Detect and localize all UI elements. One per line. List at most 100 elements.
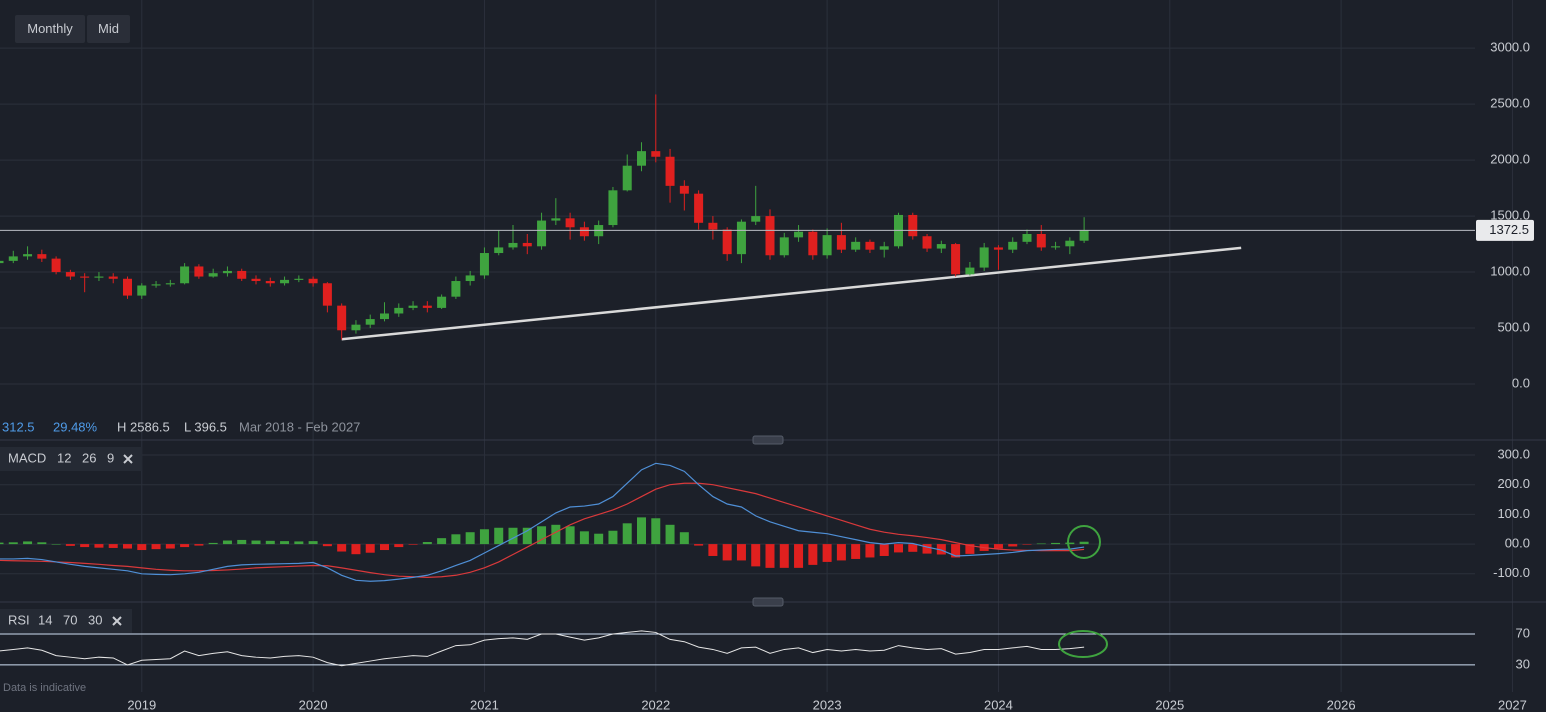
macd-histogram-bar xyxy=(37,542,47,545)
candle-body xyxy=(194,266,204,277)
rsi-line xyxy=(0,630,1085,667)
macd-param: 9 xyxy=(107,450,114,465)
candle-body xyxy=(751,216,761,222)
candle-body xyxy=(565,218,575,228)
macd-histogram-bar xyxy=(551,524,561,545)
macd-histogram-bar xyxy=(1065,542,1075,545)
macd-histogram-bar xyxy=(237,539,247,545)
macd-histogram-bar xyxy=(537,526,547,545)
candle-body xyxy=(922,236,932,249)
macd-histogram-bar xyxy=(579,531,589,545)
candle-body xyxy=(551,218,561,221)
y-tick-label: 200.0 xyxy=(1497,476,1530,491)
rsi-param: 30 xyxy=(88,612,102,627)
candle-body xyxy=(879,246,889,250)
price-type-button[interactable] xyxy=(87,15,130,43)
y-tick-label: 1500.0 xyxy=(1490,208,1530,223)
macd-histogram-bar xyxy=(836,544,846,561)
candle-body xyxy=(137,285,147,296)
period-low: L 396.5 xyxy=(184,419,227,434)
macd-param: 26 xyxy=(82,450,96,465)
x-tick-label: 2025 xyxy=(1155,697,1184,712)
x-tick-label: 2020 xyxy=(299,697,328,712)
candle-body xyxy=(0,260,4,264)
candle-body xyxy=(1022,233,1032,242)
interval-button[interactable] xyxy=(15,15,85,43)
macd-histogram-bar xyxy=(408,544,418,545)
candle-body xyxy=(380,313,389,320)
change-percent: 29.48% xyxy=(53,419,98,434)
footer-note: Data is indicative xyxy=(3,682,86,694)
candle-body xyxy=(779,237,789,256)
candle-body xyxy=(708,222,718,230)
candle-body xyxy=(308,278,318,284)
y-tick-label: 0.0 xyxy=(1512,375,1530,390)
macd-histogram-bar xyxy=(965,544,975,554)
macd-histogram-bar xyxy=(751,544,761,567)
candle-body xyxy=(337,305,347,331)
macd-histogram-bar xyxy=(280,541,290,545)
signal-line xyxy=(0,482,1085,578)
grid-layer xyxy=(0,0,1513,692)
interval-label: Monthly xyxy=(27,21,73,36)
x-tick-label: 2024 xyxy=(984,697,1013,712)
panel-resize-handle[interactable] xyxy=(752,597,784,607)
panel-resize-handle[interactable] xyxy=(752,435,784,445)
macd-histogram-bar xyxy=(222,540,232,545)
macd-histogram-bar xyxy=(422,542,432,545)
macd-histogram-bar xyxy=(451,534,461,545)
rsi-param: 70 xyxy=(63,612,77,627)
macd-histogram-bar xyxy=(1022,544,1032,545)
candle-body xyxy=(151,284,161,286)
macd-close-icon[interactable] xyxy=(123,454,133,464)
candle-body xyxy=(65,272,75,277)
candle-body xyxy=(51,258,61,273)
candle-body xyxy=(180,266,190,284)
macd-histogram-bar xyxy=(8,542,18,545)
macd-param: 12 xyxy=(57,450,71,465)
macd-histogram-bar xyxy=(494,527,504,545)
macd-histogram-bar xyxy=(794,544,804,568)
macd-histogram-bar xyxy=(265,540,275,545)
candle-body xyxy=(965,267,975,275)
macd-histogram-bar xyxy=(165,544,175,549)
candle-body xyxy=(108,276,118,279)
candle-body xyxy=(936,244,946,249)
macd-histogram-bar xyxy=(637,517,646,545)
candle-body xyxy=(1051,246,1061,248)
y-tick-label: -100.0 xyxy=(1493,565,1530,580)
rsi-close-icon[interactable] xyxy=(112,616,122,626)
macd-histogram-bar xyxy=(993,544,1003,549)
x-tick-label: 2021 xyxy=(470,697,499,712)
macd-histogram-bar xyxy=(1036,543,1046,545)
candle-body xyxy=(208,273,218,277)
macd-histogram-bar xyxy=(51,544,61,545)
price-type-label: Mid xyxy=(98,21,119,36)
macd-histogram-bar xyxy=(180,544,190,548)
candle-body xyxy=(865,241,875,250)
macd-histogram-bar xyxy=(137,544,147,551)
candle-body xyxy=(736,221,746,255)
marks-layer xyxy=(0,94,1475,667)
macd-histogram-bar xyxy=(208,542,218,545)
macd-histogram-bar xyxy=(594,533,604,545)
x-tick-label: 2023 xyxy=(813,697,842,712)
y-tick-label: 300.0 xyxy=(1497,446,1530,461)
y-tick-label: 1000.0 xyxy=(1490,263,1530,278)
candle-body xyxy=(265,281,275,284)
macd-histogram-bar xyxy=(922,544,932,554)
candle-body xyxy=(836,235,846,250)
candle-body xyxy=(579,227,589,237)
y-tick-label: 100.0 xyxy=(1497,506,1530,521)
macd-histogram-bar xyxy=(865,544,875,558)
macd-histogram-bar xyxy=(94,544,104,548)
candle-body xyxy=(537,220,547,247)
macd-histogram-bar xyxy=(479,529,489,545)
macd-histogram-bar xyxy=(322,544,332,547)
macd-histogram-bar xyxy=(779,544,789,568)
macd-histogram-bar xyxy=(879,544,889,556)
overlay-layer: 2019 2020 2021 2022 2023 2024 2025 2026 2027 0.0 5… xyxy=(127,40,1534,712)
macd-histogram-bar xyxy=(665,524,675,545)
macd-histogram-bar xyxy=(65,544,75,546)
